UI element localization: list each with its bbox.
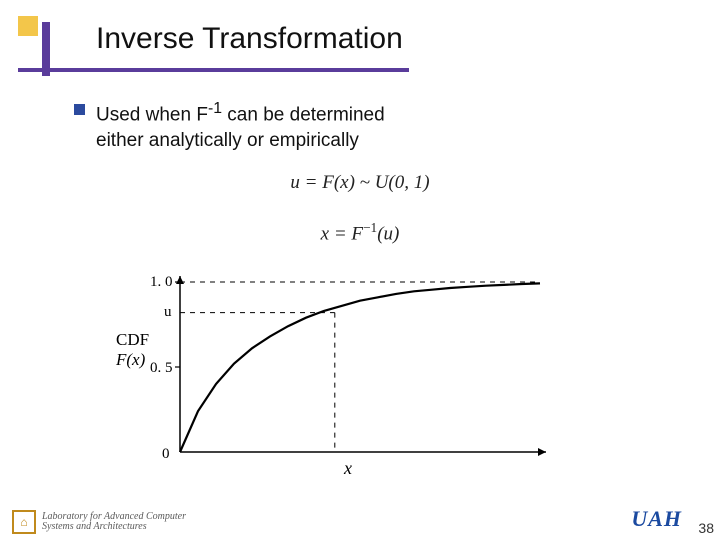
ylabel: CDF F(x)	[116, 330, 149, 370]
ytick-05-label: 0. 5	[150, 360, 173, 377]
lab-text: Laboratory for Advanced Computer Systems…	[42, 512, 186, 533]
ytick-u-label: u	[164, 304, 172, 321]
page-title: Inverse Transformation	[96, 22, 403, 56]
lab-text-l2: Systems and Architectures	[42, 522, 186, 533]
bullet-line1b: can be determined	[222, 104, 385, 125]
uah-logo: UAH	[631, 506, 682, 532]
ornament-square	[18, 16, 38, 36]
slide: Inverse Transformation Used when F-1 can…	[0, 0, 720, 540]
bullet-sup: -1	[208, 100, 222, 117]
ylabel-fx: F(x)	[116, 350, 149, 370]
bullet-line1a: Used when F	[96, 104, 208, 125]
bullet-line2: either analytically or empirically	[96, 130, 359, 151]
bullet-icon	[74, 104, 85, 115]
ytick-0-label: 0	[162, 446, 170, 463]
cdf-chart: CDF F(x) 1. 0 u 0. 5 0 x	[120, 272, 560, 482]
title-ornament	[18, 16, 62, 60]
page-number: 38	[698, 520, 714, 536]
title-rule	[18, 68, 409, 72]
formula-1: u = F(x) ~ U(0, 1)	[0, 172, 720, 194]
formula1-lhs: u = F(x)	[290, 172, 355, 193]
ytick-1-label: 1. 0	[150, 274, 173, 291]
formula2-rhs: (u)	[377, 223, 399, 244]
xlabel: x	[344, 458, 352, 479]
formula-2: x = F−1(u)	[0, 220, 720, 245]
lab-logo-icon: ⌂	[12, 510, 36, 534]
bullet-text: Used when F-1 can be determined either a…	[96, 98, 516, 154]
formula2-lhs: x = F	[321, 223, 363, 244]
ylabel-cdf: CDF	[116, 330, 149, 350]
footer-left: ⌂ Laboratory for Advanced Computer Syste…	[12, 510, 186, 534]
formula2-sup: −1	[363, 220, 377, 235]
chart-svg	[120, 272, 560, 482]
formula1-rhs: ~ U(0, 1)	[355, 172, 430, 193]
